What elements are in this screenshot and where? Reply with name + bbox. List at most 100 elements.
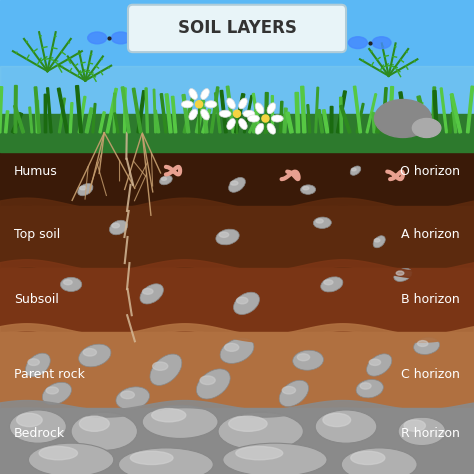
Ellipse shape [243,110,255,118]
Ellipse shape [64,280,72,285]
Ellipse shape [142,405,218,438]
Ellipse shape [220,338,254,364]
Text: Parent rock: Parent rock [14,368,85,381]
Ellipse shape [130,451,173,465]
Ellipse shape [152,409,186,422]
FancyArrow shape [252,93,260,133]
FancyArrow shape [249,113,259,133]
Ellipse shape [109,220,128,235]
FancyArrow shape [315,87,319,133]
Ellipse shape [255,103,264,114]
Ellipse shape [373,236,385,248]
FancyBboxPatch shape [128,5,346,52]
Ellipse shape [230,181,238,185]
Ellipse shape [255,123,264,134]
Ellipse shape [418,341,428,346]
Ellipse shape [227,98,236,109]
Ellipse shape [219,110,231,118]
FancyArrow shape [295,92,300,133]
Ellipse shape [80,186,86,190]
Ellipse shape [26,353,50,377]
FancyArrow shape [34,87,40,133]
Ellipse shape [301,185,316,194]
Ellipse shape [316,219,323,223]
FancyArrow shape [418,113,422,133]
Ellipse shape [88,32,107,44]
FancyArrow shape [253,105,258,133]
FancyArrow shape [337,91,346,133]
Bar [0,66,474,133]
FancyArrow shape [132,88,142,133]
Ellipse shape [351,451,385,465]
Ellipse shape [71,412,137,450]
Ellipse shape [341,448,417,474]
FancyArrow shape [235,93,245,133]
Text: C horizon: C horizon [401,368,460,381]
Ellipse shape [9,410,66,443]
FancyArrow shape [182,94,190,133]
FancyArrow shape [307,105,310,133]
Ellipse shape [238,98,247,109]
Bar [0,133,474,206]
FancyArrow shape [272,96,273,133]
FancyArrow shape [286,112,293,133]
FancyArrow shape [46,88,52,133]
FancyArrow shape [92,103,96,133]
Ellipse shape [111,32,130,44]
Ellipse shape [237,297,248,304]
Text: Top soil: Top soil [14,228,61,241]
Ellipse shape [189,89,198,100]
Ellipse shape [321,277,343,292]
FancyArrow shape [340,105,351,133]
FancyArrow shape [389,87,393,133]
Text: A horizon: A horizon [401,228,460,241]
FancyArrow shape [215,93,221,133]
FancyArrow shape [220,91,227,133]
Ellipse shape [189,109,198,120]
FancyArrow shape [210,87,219,133]
FancyArrow shape [99,112,105,133]
Ellipse shape [80,416,109,431]
Ellipse shape [116,387,149,410]
FancyArrow shape [183,94,195,133]
Ellipse shape [17,413,42,427]
FancyArrow shape [322,109,329,133]
FancyArrow shape [354,86,362,133]
Ellipse shape [233,110,240,118]
Ellipse shape [181,101,193,108]
Ellipse shape [369,359,381,365]
FancyArrow shape [145,88,148,133]
FancyArrow shape [417,96,429,133]
Text: O horizon: O horizon [400,165,460,178]
FancyArrow shape [113,93,116,133]
FancyArrow shape [58,98,65,133]
Ellipse shape [348,37,367,49]
FancyArrow shape [382,88,387,133]
FancyArrow shape [14,105,25,133]
FancyArrow shape [432,87,436,133]
Ellipse shape [374,100,431,137]
FancyArrow shape [44,94,46,133]
Ellipse shape [234,292,259,315]
Ellipse shape [303,187,309,190]
FancyArrow shape [318,109,323,133]
FancyArrow shape [372,112,375,133]
Ellipse shape [28,443,114,474]
FancyArrow shape [466,86,474,133]
Ellipse shape [396,271,404,275]
Text: B horizon: B horizon [401,293,460,306]
FancyArrow shape [29,107,33,133]
FancyArrow shape [356,103,364,133]
FancyArrow shape [160,94,167,133]
FancyArrow shape [399,92,408,133]
FancyArrow shape [388,107,398,133]
Ellipse shape [374,239,380,242]
Ellipse shape [112,223,119,228]
Ellipse shape [315,410,377,443]
Ellipse shape [236,447,283,460]
FancyArrow shape [283,108,287,133]
Ellipse shape [360,383,371,389]
Ellipse shape [153,362,168,370]
FancyArrow shape [279,101,283,133]
Ellipse shape [219,232,228,237]
